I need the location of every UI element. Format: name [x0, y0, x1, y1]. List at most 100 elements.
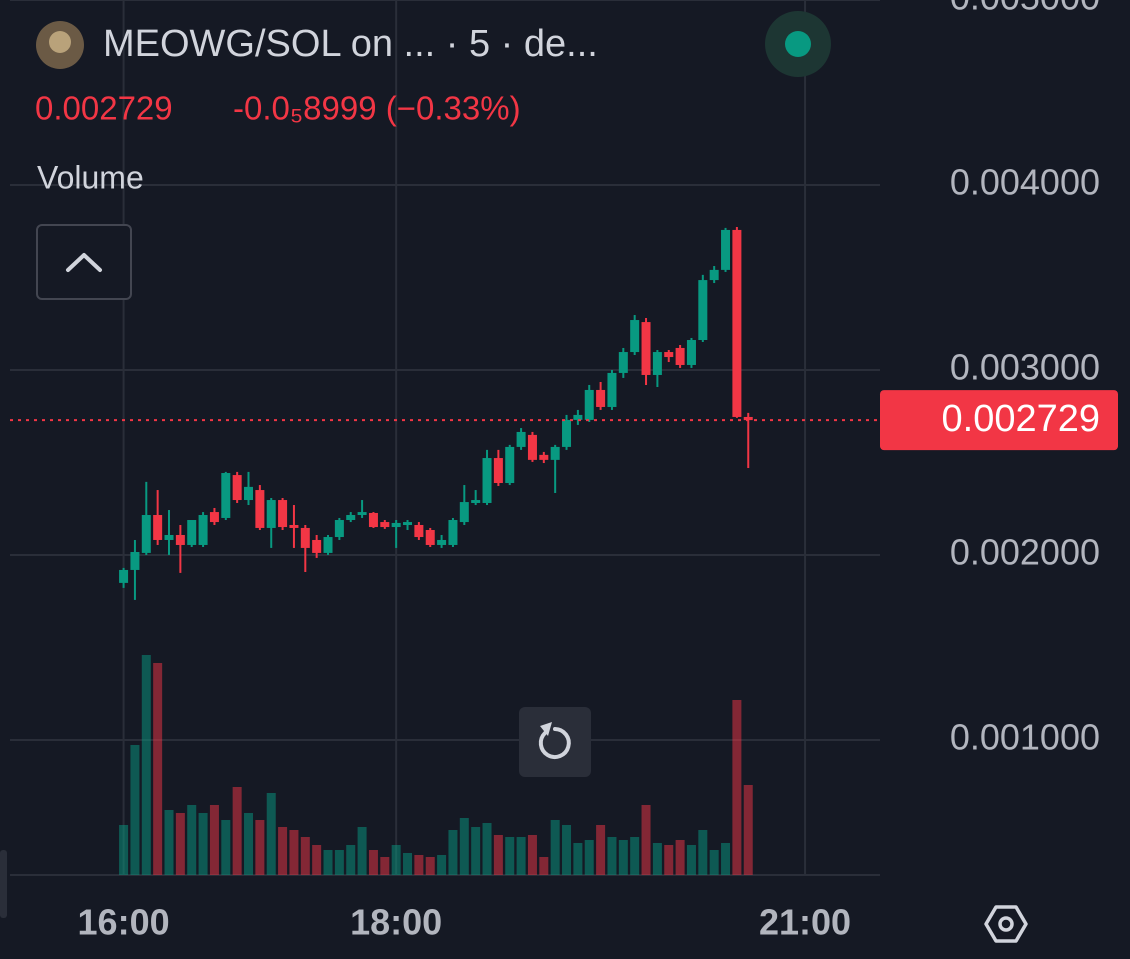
- candle-body: [346, 515, 356, 521]
- candle-body: [425, 529, 435, 545]
- symbol-title[interactable]: MEOWG/SOL on ... · 5 · de...: [103, 23, 598, 65]
- header-change: -0.0₅8999 (−0.33%): [233, 90, 521, 127]
- last-price-tag: [880, 390, 1118, 451]
- candle-body: [437, 539, 447, 545]
- volume-bar: [323, 850, 333, 875]
- candle-body: [278, 500, 288, 528]
- candle-body: [380, 522, 390, 528]
- collapse-button[interactable]: [36, 224, 132, 300]
- candle-body: [641, 322, 651, 375]
- volume-bar: [266, 793, 276, 875]
- candle-body: [130, 552, 140, 570]
- x-tick-label: 18:00: [350, 902, 442, 943]
- candle-body: [550, 446, 560, 460]
- volume-bar: [516, 837, 526, 875]
- candle-body: [471, 500, 481, 503]
- candle-body: [584, 389, 594, 420]
- candle-body: [141, 515, 151, 553]
- volume-bar: [550, 820, 560, 875]
- volume-bar: [686, 845, 696, 875]
- volume-bar: [300, 837, 310, 875]
- volume-bar: [664, 845, 674, 875]
- volume-bar: [119, 825, 129, 875]
- volume-bar: [437, 855, 447, 875]
- candle-body: [664, 352, 674, 358]
- volume-bar: [493, 835, 503, 875]
- candle-body: [709, 269, 719, 281]
- volume-bar: [539, 857, 549, 875]
- volume-bar: [380, 857, 390, 875]
- y-tick-label: 0.001000: [950, 716, 1100, 757]
- candle-body: [368, 512, 378, 528]
- volume-bar: [164, 810, 174, 875]
- candle-body: [255, 490, 265, 528]
- candle-body: [652, 352, 662, 375]
- volume-bar: [130, 745, 140, 875]
- volume-bar: [198, 813, 208, 875]
- candle-body: [289, 525, 299, 528]
- volume-bar: [698, 830, 708, 875]
- volume-bar: [448, 830, 458, 875]
- candle-body: [448, 520, 458, 545]
- volume-bar: [244, 813, 254, 875]
- volume-bar: [652, 843, 662, 875]
- candle-body: [403, 522, 413, 525]
- volume-pane: [119, 655, 753, 875]
- axes: 0.001000 0.002000 0.003000 0.004000 0.005000…: [10, 0, 1118, 943]
- volume-bar: [346, 845, 356, 875]
- candle-body: [675, 347, 685, 365]
- reset-icon: [538, 727, 571, 759]
- token-avatar-detail: [49, 31, 71, 53]
- candle-body: [516, 431, 526, 447]
- volume-bar: [505, 837, 515, 875]
- volume-bar: [630, 837, 640, 875]
- candle-body: [209, 512, 219, 523]
- candle-body: [300, 527, 310, 548]
- volume-bar: [562, 825, 572, 875]
- volume-legend: Volume: [37, 159, 144, 195]
- candle-body: [323, 537, 333, 553]
- volume-bar: [607, 837, 617, 875]
- reset-button[interactable]: [519, 707, 591, 777]
- candle-body: [357, 512, 367, 516]
- volume-bar: [596, 825, 606, 875]
- header: MEOWG/SOL on ... · 5 · de... 0.002729 -0…: [35, 11, 831, 300]
- candle-body: [187, 520, 197, 545]
- y-tick-label: 0.002000: [950, 531, 1100, 572]
- volume-bar: [721, 843, 731, 875]
- volume-bar: [278, 827, 288, 875]
- volume-bar: [732, 700, 742, 875]
- volume-bar: [425, 857, 435, 875]
- y-tick-label: 0.005000: [950, 0, 1100, 18]
- volume-bar: [221, 820, 231, 875]
- side-handle[interactable]: [0, 850, 7, 918]
- candle-body: [573, 414, 583, 420]
- volume-bar: [357, 827, 367, 875]
- candle-body: [596, 389, 606, 407]
- volume-bar: [289, 830, 299, 875]
- settings-icon-center: [998, 916, 1014, 932]
- x-tick-label: 21:00: [759, 902, 851, 943]
- y-tick-label: 0.004000: [950, 162, 1100, 203]
- volume-bar: [334, 850, 344, 875]
- volume-bar: [187, 805, 197, 875]
- reset-button-bg[interactable]: [519, 707, 591, 777]
- volume-bar: [482, 823, 492, 875]
- volume-bar: [391, 845, 401, 875]
- candle-body: [232, 475, 242, 501]
- volume-bar: [153, 663, 163, 875]
- volume-bar: [527, 835, 537, 875]
- volume-bar: [141, 655, 151, 875]
- last-price-label: 0.002729: [942, 398, 1101, 440]
- settings-icon[interactable]: [984, 905, 1028, 943]
- reset-icon-arrow: [540, 722, 552, 736]
- candle-body: [266, 500, 276, 528]
- header-price: 0.002729: [35, 90, 173, 127]
- volume-bar: [312, 845, 322, 875]
- volume-bar: [414, 855, 424, 875]
- candle-body: [618, 352, 628, 373]
- volume-bar: [618, 840, 628, 875]
- status-dot: [785, 31, 811, 57]
